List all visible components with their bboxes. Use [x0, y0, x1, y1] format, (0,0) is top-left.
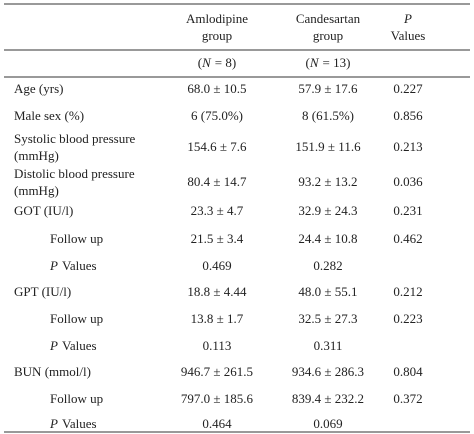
cell: 57.9 ± 17.6 [298, 81, 358, 96]
cell: 0.113 [203, 338, 232, 353]
cell: 93.2 ± 13.2 [298, 174, 357, 189]
cell: 0.212 [393, 284, 422, 299]
row-label: (mmHg) [14, 183, 59, 198]
row-label: Distolic blood pressure [14, 166, 135, 181]
cell: 151.9 ± 11.6 [295, 139, 361, 154]
cell: 0.282 [313, 258, 342, 273]
row-label-text: Values [62, 258, 97, 273]
cell: 0.213 [393, 139, 422, 154]
cell: 0.372 [393, 391, 422, 406]
cell: 0.462 [393, 231, 422, 246]
group-size: (N = 13) [306, 55, 351, 70]
row-label: Systolic blood pressure [14, 131, 136, 146]
paren: ( [198, 55, 202, 70]
cell: 0.856 [393, 108, 423, 123]
row-label-text: Values [62, 338, 97, 353]
row-label: BUN (mmol/l) [14, 364, 91, 379]
cell: 24.4 ± 10.8 [298, 231, 357, 246]
cell: 6 (75.0%) [191, 108, 243, 123]
cell: 946.7 ± 261.5 [181, 364, 253, 379]
row-label: Follow up [50, 231, 103, 246]
cell: 839.4 ± 232.2 [292, 391, 364, 406]
row-label: GOT (IU/l) [14, 203, 73, 218]
row-label: P Values [49, 416, 97, 431]
cell: 68.0 ± 10.5 [187, 81, 246, 96]
row-label-text: Values [62, 416, 97, 431]
row-label: Male sex (%) [14, 108, 84, 123]
cell: 0.069 [313, 416, 342, 431]
cell: 32.5 ± 27.3 [298, 311, 357, 326]
row-label: GPT (IU/l) [14, 284, 71, 299]
cell: 18.8 ± 4.44 [187, 284, 247, 299]
column-header: group [313, 28, 343, 43]
group-size-value: = 13) [323, 55, 351, 70]
cell: 21.5 ± 3.4 [191, 231, 244, 246]
cell: 32.9 ± 24.3 [298, 203, 357, 218]
cell: 48.0 ± 55.1 [298, 284, 357, 299]
column-header: group [202, 28, 232, 43]
variable: P [49, 258, 58, 273]
row-label: P Values [49, 338, 97, 353]
cell: 23.3 ± 4.7 [191, 203, 244, 218]
variable: N [309, 55, 320, 70]
cell: 0.231 [393, 203, 422, 218]
column-header: P [403, 11, 412, 26]
cell: 934.6 ± 286.3 [292, 364, 364, 379]
row-label: (mmHg) [14, 148, 59, 163]
group-size-value: = 8) [215, 55, 236, 70]
cell: 80.4 ± 14.7 [187, 174, 247, 189]
row-label: Follow up [50, 391, 103, 406]
cell: 0.036 [393, 174, 423, 189]
cell: 13.8 ± 1.7 [191, 311, 244, 326]
cell: 0.469 [202, 258, 231, 273]
variable: P [49, 338, 58, 353]
row-label: P Values [49, 258, 97, 273]
paren: ( [306, 55, 310, 70]
cell: 797.0 ± 185.6 [181, 391, 254, 406]
cell: 0.227 [393, 81, 423, 96]
group-size: (N = 8) [198, 55, 236, 70]
cell: 8 (61.5%) [302, 108, 354, 123]
cell: 154.6 ± 7.6 [187, 139, 247, 154]
column-header: Values [391, 28, 426, 43]
cell: 0.223 [393, 311, 422, 326]
cell: 0.311 [314, 338, 343, 353]
column-header: Amlodipine [186, 11, 248, 26]
column-header: Candesartan [296, 11, 361, 26]
variable: P [49, 416, 58, 431]
row-label: Follow up [50, 311, 103, 326]
cell: 0.804 [393, 364, 423, 379]
row-label: Age (yrs) [14, 81, 63, 96]
variable: N [201, 55, 212, 70]
cell: 0.464 [202, 416, 232, 431]
